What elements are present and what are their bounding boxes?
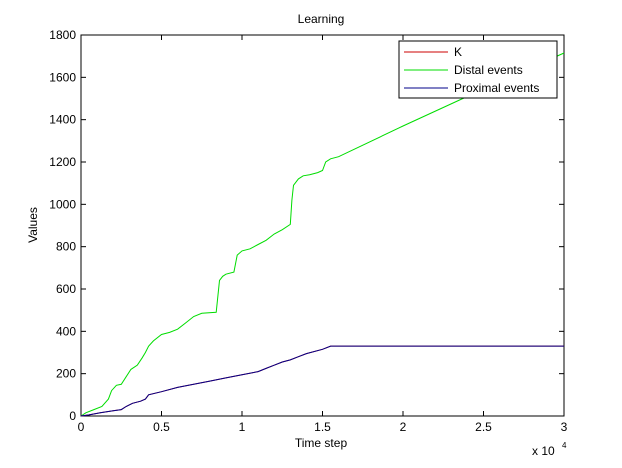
series-layer	[80, 52, 565, 417]
y-tick-label: 200	[56, 367, 76, 381]
x-tick-label: 0	[78, 420, 85, 434]
y-tick-label: 1400	[49, 113, 76, 127]
x-tick-label: 0.5	[153, 420, 170, 434]
y-tick-label: 800	[56, 240, 76, 254]
legend-label: Proximal events	[454, 81, 539, 95]
x-tick-label: 3	[561, 420, 568, 434]
series-line-distal-events	[80, 52, 565, 417]
y-tick-label: 1000	[49, 197, 76, 211]
legend: K Distal events Proximal events	[398, 40, 558, 99]
ticks-layer: 0 0.5 1 1.5 2 2.5 3 0 200 400 600 800 1000 1200 1400 16…	[49, 28, 567, 434]
y-tick-label: 600	[56, 282, 76, 296]
y-tick-label: 400	[56, 324, 76, 338]
x-tick-label: 2	[400, 420, 407, 434]
x-tick-label: 2.5	[475, 420, 492, 434]
x-axis-label: Time step	[295, 436, 348, 450]
y-axis-label: Values	[26, 207, 40, 243]
legend-label: Distal events	[454, 63, 523, 77]
y-tick-label: 1600	[49, 70, 76, 84]
y-tick-label: 0	[69, 409, 76, 423]
x-axis-multiplier-exponent: 4	[562, 441, 567, 450]
y-tick-label: 1800	[49, 28, 76, 42]
x-tick-label: 1	[239, 420, 246, 434]
x-axis-multiplier: x 10	[532, 444, 555, 458]
series-line-proximal-events	[80, 345, 564, 417]
y-tick-label: 1200	[49, 155, 76, 169]
legend-label: K	[454, 45, 462, 59]
chart-title: Learning	[298, 12, 345, 26]
x-tick-label: 1.5	[314, 420, 331, 434]
